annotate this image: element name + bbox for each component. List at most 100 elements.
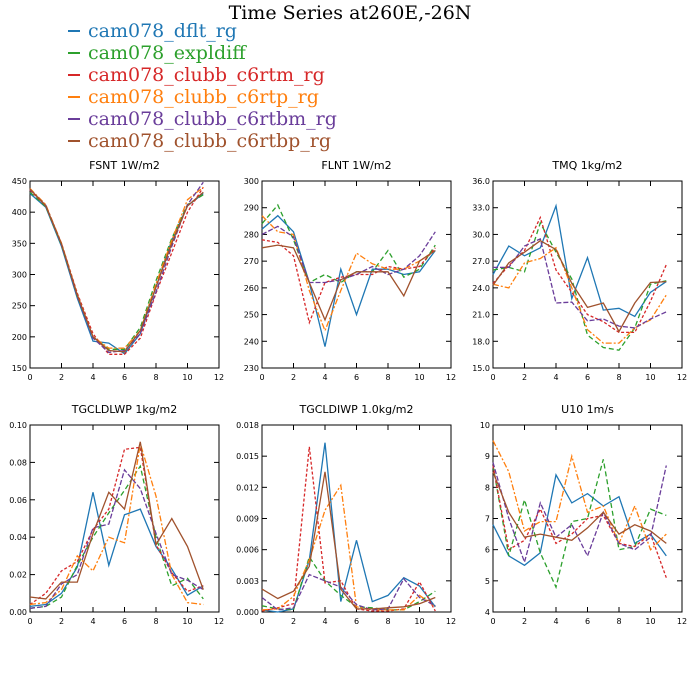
x-tick-label: 10	[182, 373, 192, 382]
x-tick-label: 4	[90, 373, 95, 382]
plot-frame	[261, 424, 452, 613]
x-tick-label: 8	[616, 373, 621, 382]
chart-panel: FSNT 1W/m2 0 2 4 6 8 10 12 150 200 250 300 350 400 450	[12, 159, 224, 382]
series-line	[492, 465, 667, 578]
y-tick-label: 7	[485, 515, 490, 524]
legend-label: cam078_clubb_c6rtbm_rg	[88, 108, 337, 130]
y-tick-label: 0.015	[236, 452, 259, 461]
x-tick-label: 12	[446, 373, 456, 382]
series-line	[261, 483, 436, 611]
series-line	[492, 459, 667, 590]
series-line	[492, 440, 667, 551]
legend-swatch	[68, 30, 80, 32]
x-tick-label: 12	[214, 617, 224, 626]
x-tick-label: 2	[291, 617, 296, 626]
y-tick-label: 150	[12, 364, 27, 373]
legend-swatch	[68, 96, 80, 98]
y-tick-label: 200	[12, 333, 27, 342]
series-line	[29, 492, 204, 608]
series-line	[29, 181, 204, 354]
y-tick-label: 0.006	[236, 546, 259, 555]
x-tick-label: 12	[446, 617, 456, 626]
legend-item: cam078_clubb_c6rtbp_rg	[68, 130, 337, 152]
y-tick-label: 27.0	[472, 257, 490, 266]
x-tick-label: 4	[553, 373, 558, 382]
x-tick-label: 6	[354, 617, 359, 626]
series-line	[492, 471, 667, 544]
y-tick-label: 24.0	[472, 284, 490, 293]
x-tick-label: 10	[414, 373, 424, 382]
y-tick-label: 300	[12, 271, 27, 280]
x-tick-label: 6	[122, 617, 127, 626]
y-tick-label: 4	[485, 608, 490, 617]
y-tick-label: 290	[244, 204, 259, 213]
series-line	[261, 555, 436, 611]
legend-item: cam078_clubb_c6rtbm_rg	[68, 108, 337, 130]
y-tick-label: 0.08	[9, 458, 27, 467]
chart-title: FSNT 1W/m2	[89, 159, 160, 172]
x-tick-label: 2	[522, 617, 527, 626]
page-title: Time Series at260E,-26N	[228, 2, 472, 24]
x-tick-label: 8	[153, 617, 158, 626]
y-tick-label: 30.0	[472, 230, 490, 239]
legend-label: cam078_clubb_c6rtbp_rg	[88, 130, 332, 152]
y-tick-label: 18.0	[472, 337, 490, 346]
series-line	[29, 191, 204, 350]
x-tick-label: 8	[616, 617, 621, 626]
x-tick-label: 0	[490, 617, 495, 626]
chart-title: U10 1m/s	[561, 403, 614, 416]
series-line	[261, 239, 436, 325]
legend-label: cam078_clubb_c6rtp_rg	[88, 86, 319, 108]
x-tick-label: 8	[385, 373, 390, 382]
y-tick-label: 280	[244, 230, 259, 239]
legend-item: cam078_dflt_rg	[68, 20, 337, 42]
y-tick-label: 240	[244, 337, 259, 346]
x-tick-label: 2	[59, 373, 64, 382]
series-line	[492, 215, 667, 334]
x-tick-label: 10	[414, 617, 424, 626]
y-tick-label: 8	[485, 483, 490, 492]
y-tick-label: 400	[12, 208, 27, 217]
chart-panel: FLNT 1W/m2 0 2 4 6 8 10 12 230 240 250 260 270 280 290…	[244, 159, 456, 382]
x-tick-label: 0	[27, 617, 32, 626]
x-tick-label: 0	[259, 617, 264, 626]
x-tick-label: 4	[322, 373, 327, 382]
legend-swatch	[68, 74, 80, 76]
series-line	[261, 471, 436, 610]
x-tick-label: 2	[522, 373, 527, 382]
series-line	[261, 442, 436, 613]
legend-swatch	[68, 118, 80, 120]
x-tick-label: 0	[259, 373, 264, 382]
series-line	[29, 468, 204, 609]
y-tick-label: 0.10	[9, 421, 27, 430]
x-tick-label: 12	[214, 373, 224, 382]
chart-panel: TGCLDLWP 1kg/m2 0 2 4 6 8 10 12 0.00 0.02 0.04 0.06…	[9, 403, 224, 626]
y-tick-label: 21.0	[472, 311, 490, 320]
legend-item: cam078_clubb_c6rtp_rg	[68, 86, 337, 108]
x-tick-label: 6	[122, 373, 127, 382]
y-tick-label: 0.06	[9, 496, 27, 505]
y-tick-label: 270	[244, 257, 259, 266]
legend-swatch	[68, 52, 80, 54]
series-line	[492, 462, 667, 565]
series-line	[29, 188, 204, 353]
plot-frame	[29, 180, 220, 369]
x-tick-label: 0	[490, 373, 495, 382]
legend-item: cam078_clubb_c6rtm_rg	[68, 64, 337, 86]
series-line	[29, 446, 204, 606]
chart-title: TMQ 1kg/m2	[551, 159, 622, 172]
series-line	[261, 573, 436, 611]
legend-label: cam078_expldiff	[88, 42, 246, 64]
x-tick-label: 10	[645, 617, 655, 626]
plot-frame	[29, 424, 220, 613]
y-tick-label: 250	[12, 302, 27, 311]
legend-item: cam078_expldiff	[68, 42, 337, 64]
y-tick-label: 5	[485, 577, 490, 586]
y-tick-label: 0.04	[9, 533, 27, 542]
series-line	[261, 446, 436, 612]
chart-title: TGCLDIWP 1.0kg/m2	[298, 403, 413, 416]
x-tick-label: 0	[27, 373, 32, 382]
y-tick-label: 300	[244, 177, 259, 186]
x-tick-label: 4	[322, 617, 327, 626]
y-tick-label: 0.009	[236, 515, 259, 524]
